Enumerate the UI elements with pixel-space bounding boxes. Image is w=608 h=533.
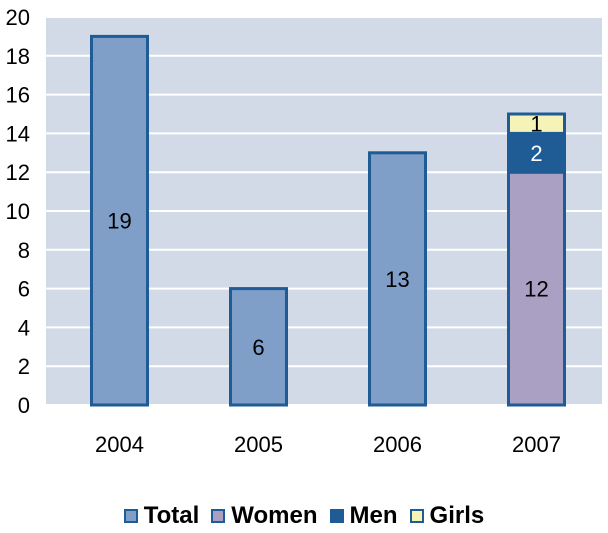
legend-item-men: Men (329, 502, 398, 530)
legend-item-women: Women (211, 502, 318, 530)
y-tick-label: 10 (6, 199, 30, 224)
bar-men (507, 131, 566, 174)
data-label: 13 (385, 267, 409, 292)
legend-item-girls: Girls (409, 502, 485, 530)
legend-swatch-women (211, 509, 226, 523)
y-tick-label: 4 (18, 315, 30, 340)
x-tick-label: 2007 (512, 432, 561, 457)
bar-chart: 0 2 4 6 8 10 12 14 16 18 20 19 2004 6 2005 13 2006 12 2 1 20… (6, 5, 602, 457)
y-tick-label: 20 (6, 5, 30, 30)
bar-girls (507, 112, 566, 135)
y-tick-label: 8 (18, 238, 30, 263)
legend-swatch-total (123, 509, 138, 523)
legend-label-women: Women (231, 502, 318, 529)
legend-label-total: Total (143, 502, 200, 529)
legend-label-girls: Girls (429, 502, 485, 529)
x-tick-label: 2005 (234, 432, 283, 457)
y-tick-label: 16 (6, 83, 30, 108)
legend-item-total: Total (123, 502, 200, 530)
legend-swatch-girls (409, 509, 424, 523)
data-label: 6 (252, 335, 264, 360)
legend-swatch-men (329, 509, 344, 523)
y-tick-label: 14 (6, 121, 30, 146)
bar-women (507, 170, 566, 407)
data-label: 19 (107, 209, 131, 234)
y-tick-label: 6 (18, 277, 30, 302)
bar-total (229, 287, 288, 407)
bar-total (90, 34, 149, 407)
x-tick-label: 2004 (95, 432, 144, 457)
bar-total (368, 151, 427, 407)
y-tick-label: 0 (18, 393, 30, 418)
legend-label-men: Men (349, 502, 398, 529)
y-tick-label: 18 (6, 44, 30, 69)
data-label: 12 (524, 277, 548, 302)
y-tick-label: 12 (6, 160, 30, 185)
data-label: 2 (530, 141, 542, 166)
data-label: 1 (530, 112, 542, 137)
chart-legend: Total Women Men Girls (0, 500, 608, 532)
y-tick-label: 2 (18, 354, 30, 379)
x-tick-label: 2006 (373, 432, 422, 457)
